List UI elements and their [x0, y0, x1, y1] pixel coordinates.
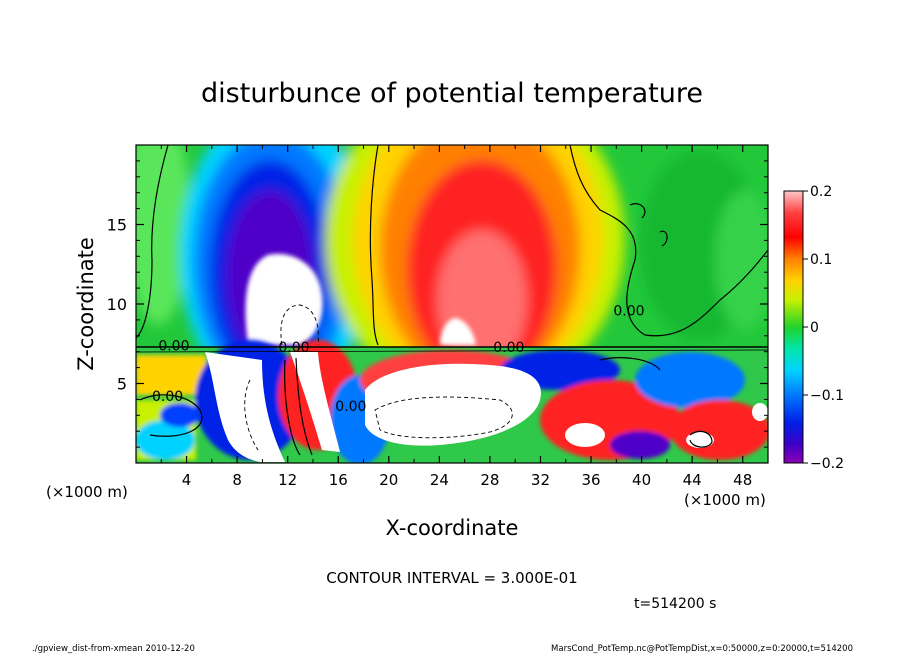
x-tick-label-0: 4 [182, 471, 192, 489]
x-tick-label-8: 36 [581, 471, 600, 489]
x-axis-label: X-coordinate [386, 516, 519, 540]
y-tick-label-0: 5 [117, 375, 127, 394]
y-tick-label-2: 15 [107, 216, 127, 235]
colorbar-tick-label-0: 0.2 [810, 184, 832, 200]
x-tick-label-11: 48 [733, 471, 752, 489]
x-tick-label-3: 16 [329, 471, 348, 489]
x-tick-label-4: 20 [379, 471, 398, 489]
y-axis-unit: (×1000 m) [46, 483, 128, 501]
colorbar-tick-label-3: −0.1 [810, 388, 844, 404]
colorbar-ticks: 0.2 0.1 0 −0.1 −0.2 [803, 184, 844, 472]
colorbar: 0.2 0.1 0 −0.1 −0.2 [783, 184, 844, 472]
chart-title: disturbunce of potential temperature [201, 78, 703, 109]
contour-label-4: 0.00 [152, 389, 183, 405]
y-tick-label-1: 10 [107, 295, 127, 314]
x-tick-label-6: 28 [480, 471, 499, 489]
x-tick-label-7: 32 [531, 471, 550, 489]
contour-label-1: 0.00 [278, 340, 309, 356]
contour-label-3: 0.00 [613, 303, 644, 319]
colorbar-tick-label-4: −0.2 [810, 456, 844, 472]
colorbar-tick-label-2: 0 [810, 320, 819, 336]
contour-labels: 0.00 0.00 0.00 0.00 0.00 0.00 [152, 303, 645, 414]
contour-interval-text: CONTOUR INTERVAL = 3.000E-01 [326, 569, 577, 587]
contour-label-2: 0.00 [493, 340, 524, 356]
x-axis-unit: (×1000 m) [684, 491, 766, 509]
time-text: t=514200 s [634, 596, 716, 612]
x-tick-label-1: 8 [232, 471, 242, 489]
contour-label-5: 0.00 [335, 399, 366, 415]
colorbar-tick-label-1: 0.1 [810, 252, 832, 268]
y-axis: 5 10 15 [107, 160, 768, 448]
y-axis-label: Z-coordinate [74, 237, 98, 371]
heatmap-field [136, 145, 768, 463]
x-tick-label-10: 44 [683, 471, 702, 489]
x-tick-label-2: 12 [278, 471, 297, 489]
colorbar-scale [783, 190, 804, 464]
x-tick-label-9: 40 [632, 471, 651, 489]
x-axis: 4 8 12 16 20 24 28 32 36 40 44 48 [160, 145, 752, 489]
footer-right-text: MarsCond_PotTemp.nc@PotTempDist,x=0:5000… [551, 644, 853, 654]
x-tick-label-5: 24 [430, 471, 449, 489]
contour-label-0: 0.00 [158, 338, 189, 354]
footer-left-text: ./gpview_dist-from-xmean 2010-12-20 [32, 644, 195, 654]
